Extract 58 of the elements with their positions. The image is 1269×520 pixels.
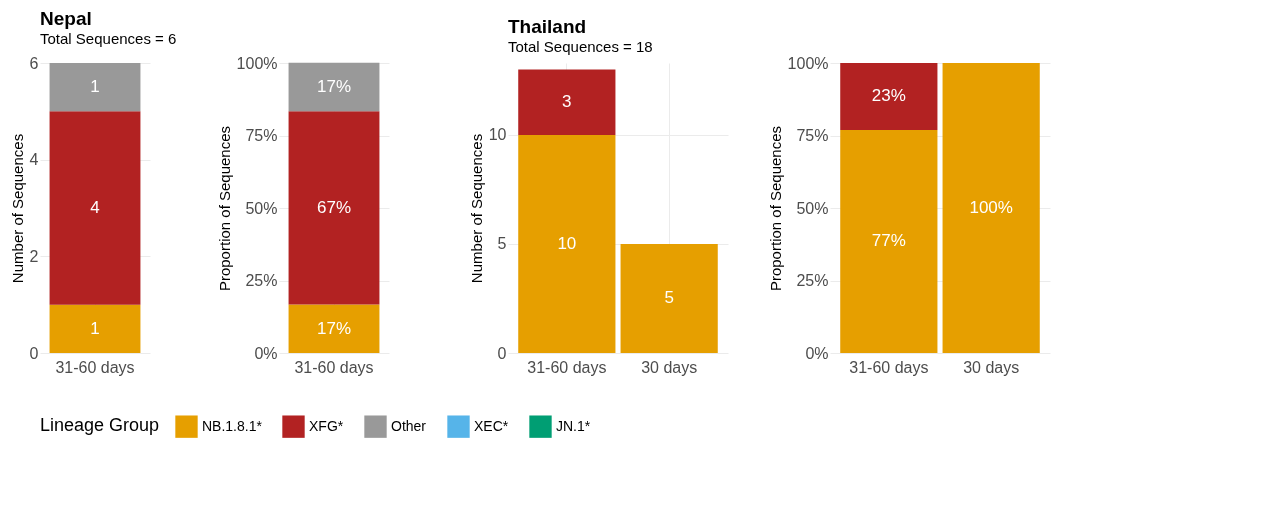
data-label: 23%	[871, 86, 906, 106]
data-label: 10	[557, 233, 577, 253]
y-tick-label: 100%	[236, 54, 278, 72]
chart-subtitle: Total Sequences = 6	[40, 30, 177, 47]
x-tick-label: 31-60 days	[527, 358, 607, 376]
bar	[288, 62, 380, 112]
y-tick-label: 100%	[787, 54, 829, 72]
bar	[288, 304, 380, 353]
y-axis-title: Number of Sequences	[8, 133, 26, 284]
x-tick-label: 31-60 days	[294, 358, 374, 376]
x-tick-label: 30 days	[641, 358, 698, 376]
legend-title: Lineage Group	[40, 415, 160, 435]
y-tick-label: 4	[29, 151, 39, 169]
legend-label: XFG*	[309, 417, 344, 434]
y-tick-label: 75%	[245, 127, 278, 144]
data-label: 4	[90, 198, 100, 217]
x-tick-label: 31-60 days	[55, 358, 135, 376]
data-label: 17%	[316, 318, 352, 338]
data-label: 100%	[969, 198, 1013, 217]
bar	[518, 69, 616, 135]
legend-label: XEC*	[474, 417, 509, 434]
y-tick-label: 0	[497, 344, 507, 362]
y-tick-label: 2	[29, 247, 39, 265]
data-label: 1	[90, 77, 100, 97]
y-axis-title: Proportion of Sequences	[766, 125, 784, 292]
y-axis-title: Proportion of Sequences	[215, 125, 233, 292]
y-tick-label: 0%	[254, 344, 278, 362]
chart-title: Nepal	[40, 8, 92, 29]
legend-label: NB.1.8.1*	[202, 417, 263, 434]
x-tick-label: 31-60 days	[849, 358, 929, 376]
y-axis-title: Number of Sequences	[467, 133, 485, 284]
legend-label: JN.1*	[556, 417, 591, 434]
y-tick-label: 25%	[796, 272, 829, 289]
chart-subtitle: Total Sequences = 18	[508, 38, 653, 55]
legend-label: Other	[391, 417, 427, 434]
y-tick-label: 6	[29, 54, 39, 72]
y-tick-label: 0%	[805, 344, 829, 362]
data-label: 17%	[316, 76, 352, 96]
data-label: 5	[664, 288, 674, 308]
chart-title: Thailand	[508, 16, 587, 37]
y-tick-label: 75%	[796, 127, 829, 144]
y-tick-label: 5	[497, 235, 507, 253]
data-label: 3	[562, 92, 572, 112]
y-tick-label: 25%	[245, 272, 278, 289]
data-label: 67%	[316, 197, 352, 217]
bar	[49, 63, 141, 112]
y-tick-label: 50%	[245, 199, 278, 217]
bar	[620, 243, 718, 353]
data-label: 77%	[871, 231, 906, 251]
bar	[518, 134, 616, 353]
x-tick-label: 30 days	[963, 358, 1020, 376]
y-tick-label: 10	[488, 126, 507, 144]
data-label: 1	[90, 318, 100, 338]
y-tick-label: 0	[29, 344, 39, 362]
bar	[288, 111, 380, 305]
bar	[49, 111, 141, 305]
bar	[49, 304, 141, 353]
y-tick-label: 50%	[796, 199, 829, 217]
